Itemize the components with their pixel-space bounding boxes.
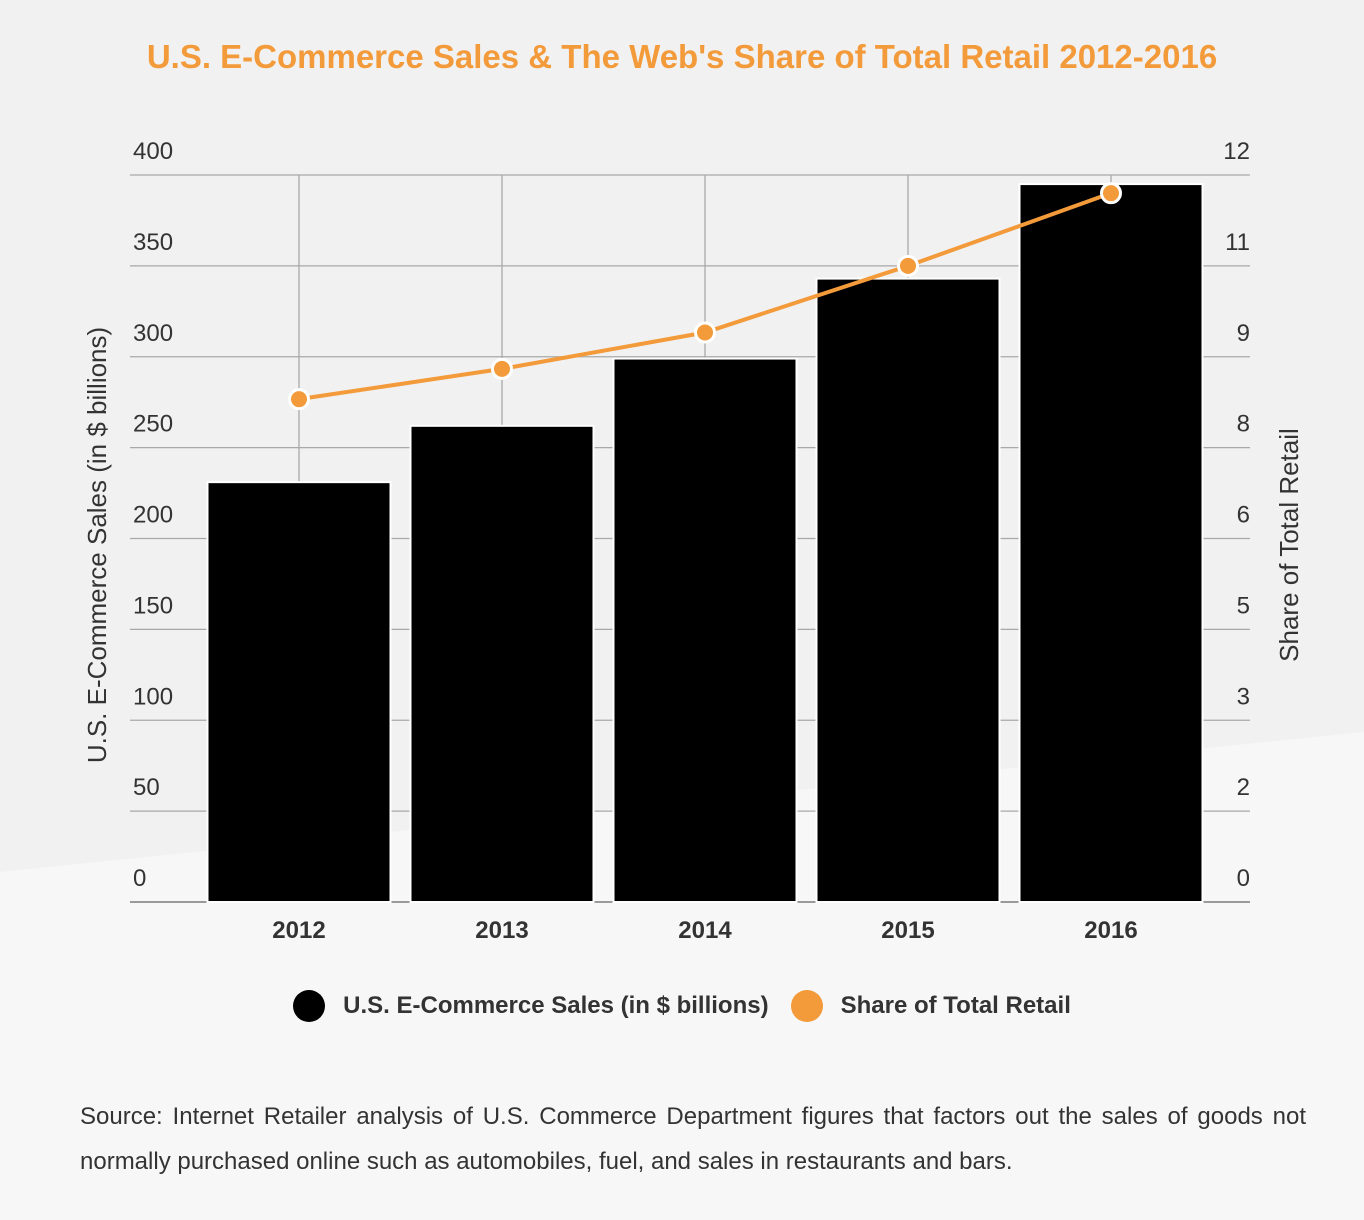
y-tick-label: 250 <box>133 411 173 438</box>
y-tick-label: 100 <box>133 683 173 710</box>
y-tick-label: 300 <box>133 320 173 347</box>
y2-tick-label: 0 <box>1237 865 1250 892</box>
legend: U.S. E-Commerce Sales (in $ billions) Sh… <box>0 990 1364 1022</box>
y-tick-label: 50 <box>133 774 160 801</box>
y2-tick-label: 9 <box>1237 320 1250 347</box>
x-tick-label: 2016 <box>1084 917 1137 944</box>
legend-label-sales: U.S. E-Commerce Sales (in $ billions) <box>343 992 769 1019</box>
share-point-2012 <box>288 388 310 411</box>
bar-2014 <box>612 357 798 903</box>
y2-tick-label: 12 <box>1223 138 1250 165</box>
y2-tick-label: 11 <box>1225 229 1250 256</box>
bar-2016 <box>1018 183 1204 903</box>
bar-2013 <box>409 424 595 903</box>
source-note: Source: Internet Retailer analysis of U.… <box>80 1103 1306 1175</box>
legend-item-share: Share of Total Retail <box>790 990 1071 1022</box>
x-tick-label: 2013 <box>475 917 528 944</box>
y-tick-label: 0 <box>133 865 146 892</box>
bars <box>206 183 1204 904</box>
tick-labels: 0 0 50 2 100 3 150 5 200 6 250 8 300 9 350 11 400 12 2012 2… <box>133 138 1250 944</box>
chart: 0 0 50 2 100 3 150 5 200 6 250 8 300 9 350 11 400 12 2012 2… <box>82 138 1304 944</box>
legend-swatch-share <box>790 990 823 1022</box>
x-tick-label: 2015 <box>881 917 934 944</box>
y-tick-label: 150 <box>133 592 173 619</box>
y2-tick-label: 6 <box>1237 502 1250 529</box>
y-tick-label: 350 <box>133 229 173 256</box>
x-tick-label: 2012 <box>272 917 325 944</box>
y2-tick-label: 2 <box>1237 774 1250 801</box>
y2-axis-title: Share of Total Retail <box>1274 428 1304 662</box>
bar-2012 <box>206 481 392 903</box>
legend-label-share: Share of Total Retail <box>840 992 1071 1019</box>
legend-swatch-sales <box>293 990 326 1022</box>
share-point-2015 <box>897 254 919 277</box>
chart-title: U.S. E-Commerce Sales & The Web's Share … <box>146 38 1218 75</box>
y2-tick-label: 5 <box>1237 592 1250 619</box>
x-tick-label: 2014 <box>678 917 732 944</box>
share-point-2014 <box>694 321 716 344</box>
y-axis-title: U.S. E-Commerce Sales (in $ billions) <box>82 327 112 763</box>
share-point-2013 <box>491 357 513 380</box>
legend-item-sales: U.S. E-Commerce Sales (in $ billions) <box>293 990 769 1022</box>
y2-tick-label: 8 <box>1237 411 1250 438</box>
y-tick-label: 200 <box>133 502 173 529</box>
share-point-2016 <box>1100 182 1122 205</box>
share-line <box>288 182 1122 411</box>
y2-tick-label: 3 <box>1237 683 1250 710</box>
y-tick-label: 400 <box>133 138 173 165</box>
bar-2015 <box>815 277 1001 904</box>
